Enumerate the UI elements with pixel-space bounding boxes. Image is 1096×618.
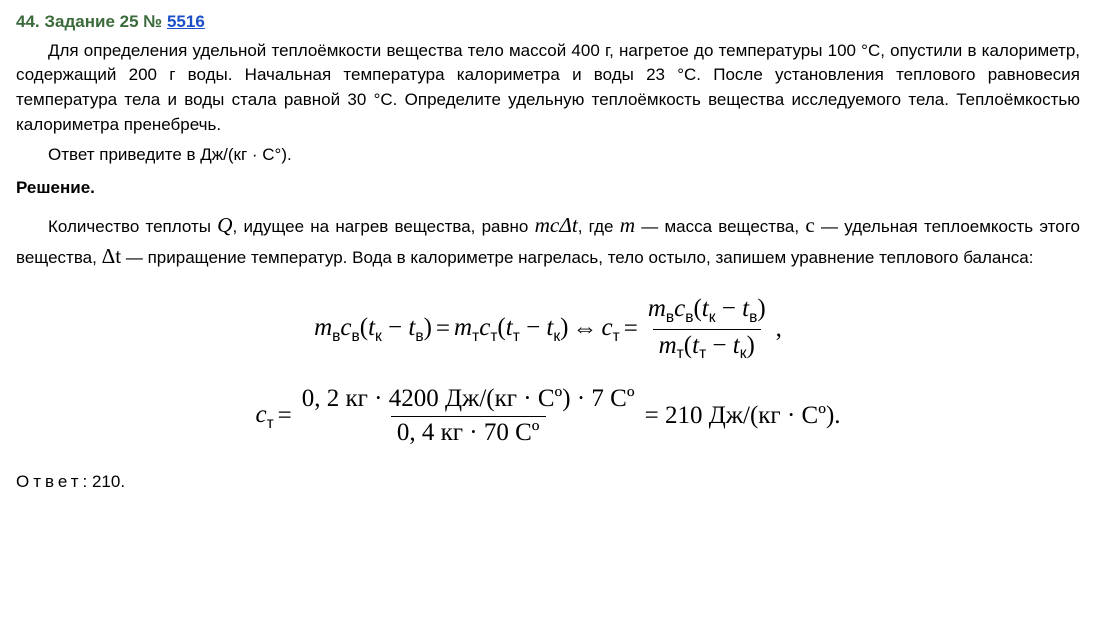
problem-statement: Для определения удельной теплоёмкости ве… [16,39,1080,138]
symbol-mcdt: mcΔt [535,213,578,237]
symbol-dt: Δt [102,244,122,268]
sol-p6: — приращение температур. Вода в калориме… [121,248,1033,267]
answer-line: Ответ: 210. [16,470,1080,495]
sol-p2: , идущее на нагрев вещества, равно [233,217,535,236]
task-num-symbol: № [143,12,162,31]
fraction-numeric: 0, 2 кг · 4200 Дж/(кг · Сº) · 7 Сº 0, 4 … [296,386,641,446]
symbol-Q: Q [217,213,232,237]
task-title: 44. Задание 25 № 5516 [16,10,1080,35]
sol-p3: , где [578,217,620,236]
sol-p4: — масса вещества, [635,217,805,236]
task-link[interactable]: 5516 [167,12,205,31]
solution-paragraph: Количество теплоты Q, идущее на нагрев в… [16,210,1080,272]
symbol-m: m [620,213,635,237]
task-container: 44. Задание 25 № 5516 Для определения уд… [0,0,1096,505]
solution-header: Решение. [16,176,1080,201]
equation-balance: mвcв(tк − tв) = mтcт(tт − tк) ⇔ cт = mвc… [16,296,1080,362]
problem-hint: Ответ приведите в Дж/(кг · С°). [16,143,1080,168]
symbol-c: с [805,213,814,237]
fraction-symbolic: mвcв(tк − tв) mт(tт − tк) [642,296,772,362]
answer-value: : 210. [83,472,126,491]
hint-text: Ответ приведите в Дж/(кг · С°). [48,145,292,164]
problem-text: Для определения удельной теплоёмкости ве… [16,41,1080,134]
answer-label: Ответ [16,472,83,491]
task-number: 44. [16,12,40,31]
sol-p1: Количество теплоты [48,217,217,236]
equation-numeric: cт = 0, 2 кг · 4200 Дж/(кг · Сº) · 7 Сº … [16,386,1080,446]
task-type: Задание 25 [44,12,138,31]
